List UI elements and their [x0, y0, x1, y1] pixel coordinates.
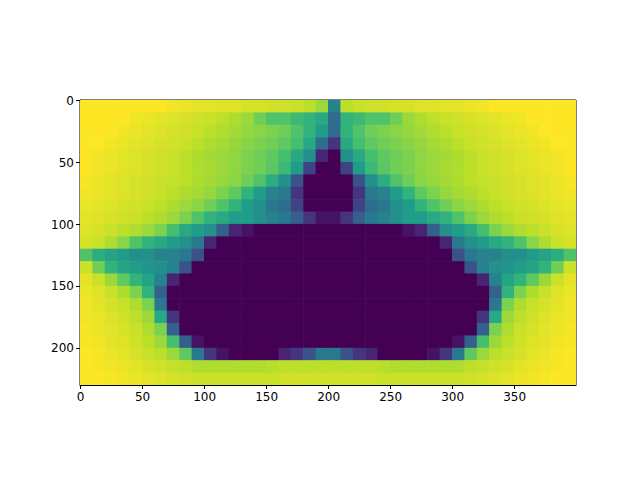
svg-text:350: 350 — [503, 390, 526, 404]
svg-text:50: 50 — [59, 156, 74, 170]
svg-text:150: 150 — [255, 390, 278, 404]
svg-text:200: 200 — [317, 390, 340, 404]
svg-text:200: 200 — [51, 341, 74, 355]
svg-text:50: 50 — [135, 390, 150, 404]
svg-text:250: 250 — [379, 390, 402, 404]
svg-text:0: 0 — [77, 390, 85, 404]
svg-text:100: 100 — [51, 218, 74, 232]
svg-text:0: 0 — [66, 94, 74, 108]
svg-text:150: 150 — [51, 279, 74, 293]
svg-text:300: 300 — [441, 390, 464, 404]
svg-text:100: 100 — [193, 390, 216, 404]
